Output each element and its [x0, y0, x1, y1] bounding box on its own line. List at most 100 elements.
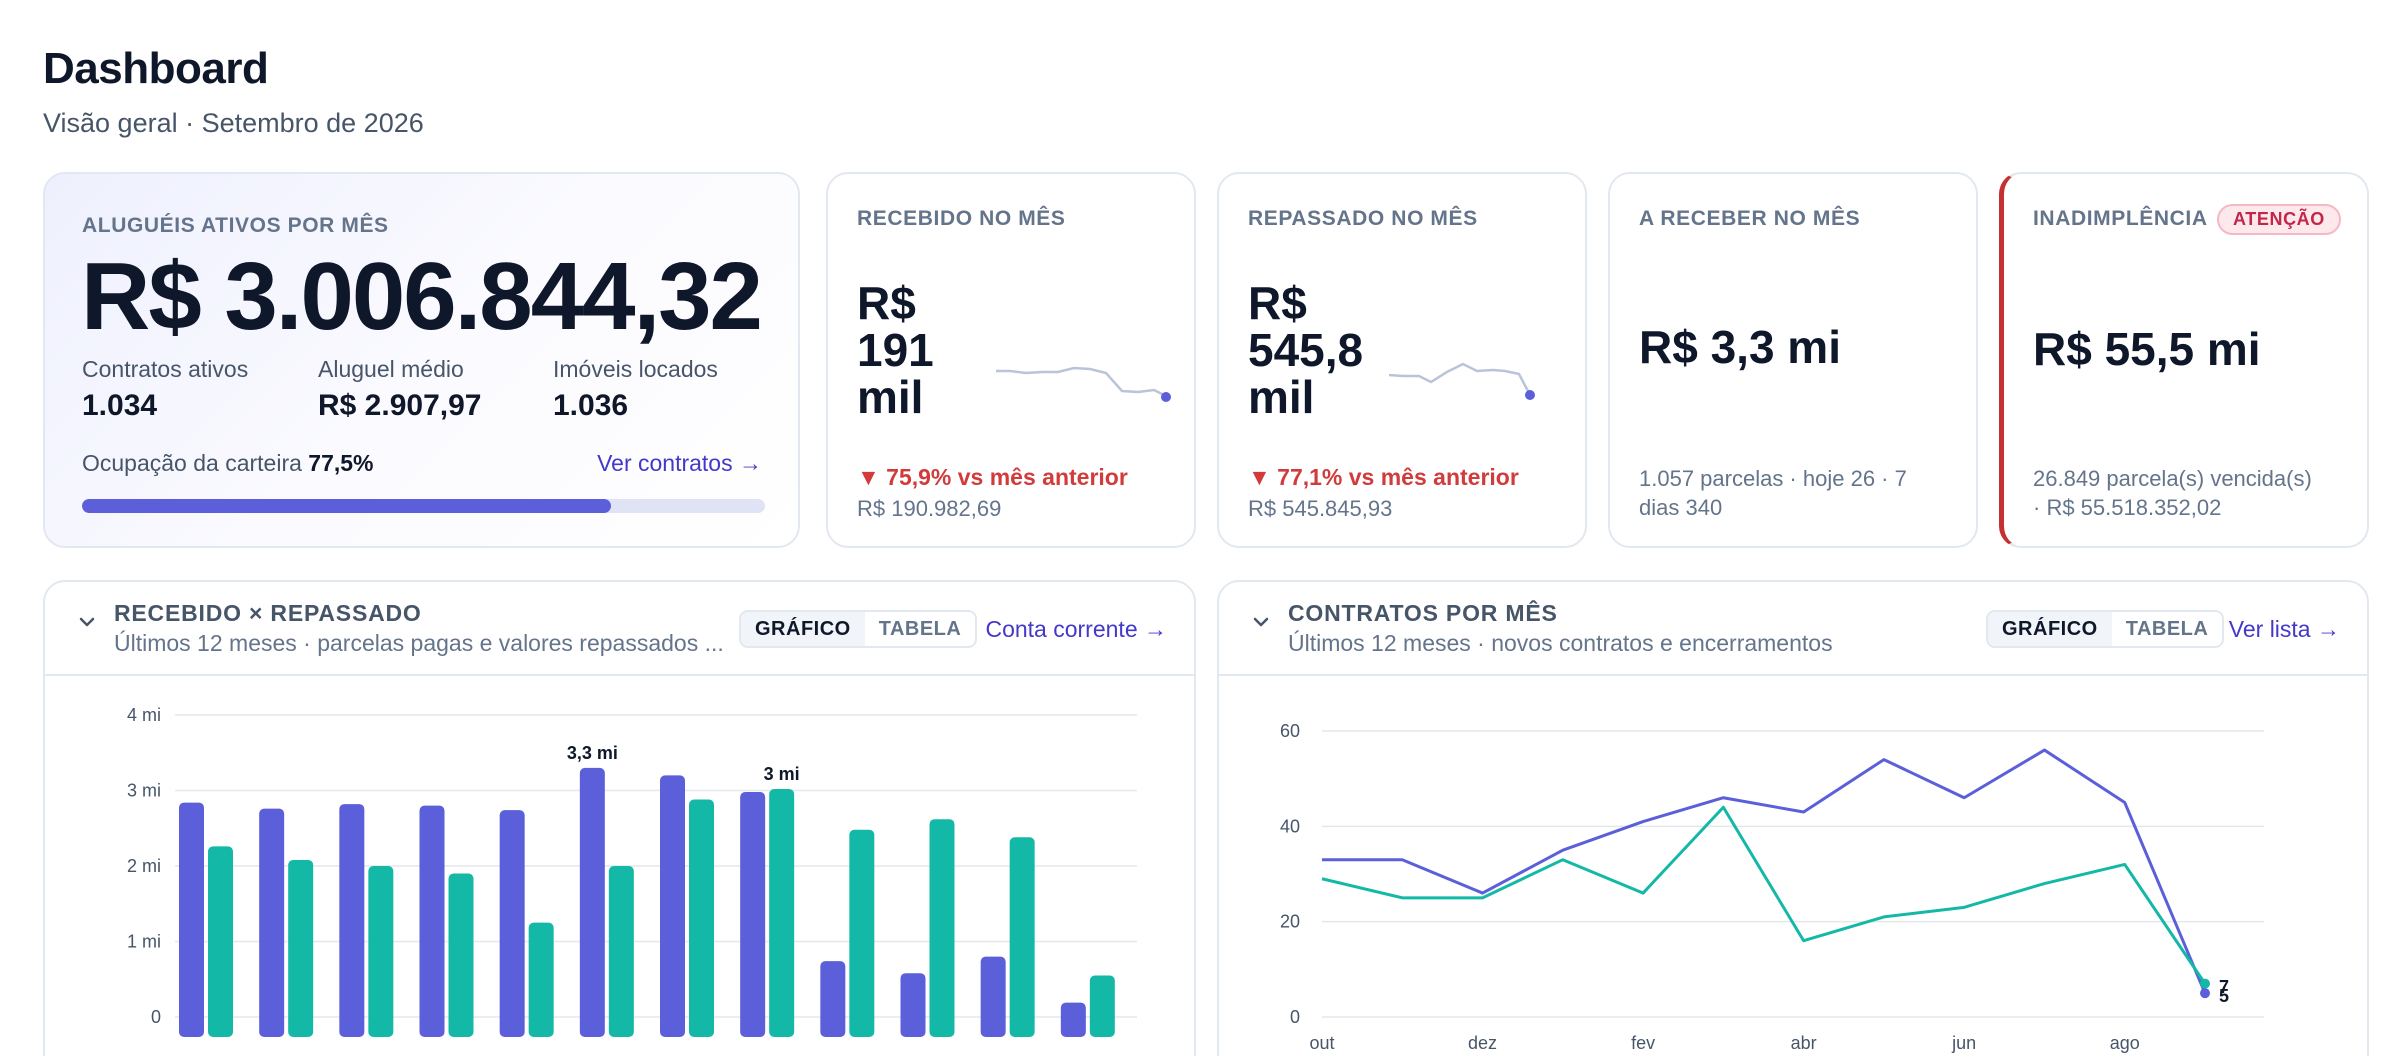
- transferred-month-card: REPASSADO NO MÊS R$ 545,8 mil ▼ 77,1% vs…: [1217, 172, 1587, 548]
- received-month-label: RECEBIDO NO MÊS: [857, 207, 1066, 230]
- bar: [259, 808, 285, 1037]
- detail-line: dias 340: [1639, 495, 1723, 520]
- bar-data-label: 3 mi: [764, 764, 800, 784]
- series-end-dot: [2200, 978, 2210, 989]
- default-details: 26.849 parcela(s) vencida(s) · R$ 55.518…: [2033, 464, 2312, 522]
- panel-title: CONTRATOS POR MÊS: [1288, 600, 1558, 626]
- default-card: INADIMPLÊNCIA ATENÇÃO R$ 55,5 mi 26.849 …: [1999, 172, 2369, 548]
- bar: [929, 819, 955, 1037]
- contracts-per-month-panel: CONTRATOS POR MÊS Últimos 12 meses · nov…: [1217, 580, 2369, 1056]
- panel-title: RECEBIDO × REPASSADO: [114, 600, 422, 626]
- receivable-month-label: A RECEBER NO MÊS: [1639, 207, 1861, 230]
- received-exact-value: R$ 190.982,69: [857, 496, 1002, 521]
- stat-active-contracts: Contratos ativos 1.034: [82, 356, 248, 423]
- x-tick-label: abr: [1791, 1033, 1817, 1053]
- bar: [419, 805, 445, 1037]
- value-line: 545,8: [1248, 324, 1364, 376]
- panel-subtitle: Últimos 12 meses · novos contratos e enc…: [1288, 630, 1833, 656]
- bar: [499, 810, 525, 1037]
- value-line: R$: [857, 277, 916, 329]
- bar: [288, 859, 314, 1037]
- tab-table[interactable]: TABELA: [864, 612, 976, 646]
- series-line: [1322, 748, 2207, 994]
- tab-chart[interactable]: GRÁFICO: [741, 612, 865, 646]
- bar: [608, 866, 634, 1037]
- bar: [579, 767, 605, 1037]
- current-account-link[interactable]: Conta corrente →: [985, 616, 1167, 642]
- stat-label: Contratos ativos: [82, 356, 249, 382]
- bar: [208, 846, 233, 1037]
- rent-summary-card: ALUGUÉIS ATIVOS POR MÊS R$ 3.006.844,32 …: [43, 172, 800, 548]
- x-tick-label: fev: [1631, 1033, 1655, 1053]
- chevron-down-icon[interactable]: [77, 612, 97, 632]
- y-tick-label: 0: [151, 1007, 161, 1027]
- stat-label: Imóveis locados: [553, 356, 718, 382]
- value-line: R$: [1248, 277, 1307, 329]
- occupancy-text: Ocupação da carteira 77,5%: [82, 450, 374, 477]
- bar: [179, 802, 204, 1037]
- attention-badge: ATENÇÃO: [2217, 204, 2341, 235]
- stat-value: 1.036: [553, 389, 629, 422]
- rent-summary-label: ALUGUÉIS ATIVOS POR MÊS: [82, 214, 389, 237]
- occupancy-value: 77,5%: [308, 450, 374, 476]
- chevron-down-icon[interactable]: [1251, 612, 1271, 632]
- transferred-delta: ▼ 77,1% vs mês anterior: [1248, 464, 1519, 490]
- y-tick-label: 1 mi: [127, 932, 161, 952]
- received-month-value: R$ 191 mil: [857, 280, 934, 421]
- bar: [740, 792, 766, 1037]
- receivable-month-value: R$ 3,3 mi: [1639, 321, 1841, 373]
- stat-value: 1.034: [82, 389, 158, 422]
- bar: [820, 961, 846, 1037]
- page-title: Dashboard: [43, 44, 269, 93]
- bar: [1060, 1002, 1086, 1037]
- default-label: INADIMPLÊNCIA: [2033, 207, 2208, 230]
- tab-table[interactable]: TABELA: [2111, 612, 2223, 646]
- x-tick-label: jun: [1951, 1033, 1976, 1053]
- received-month-card: RECEBIDO NO MÊS R$ 191 mil ▼ 75,9% vs mê…: [826, 172, 1196, 548]
- received-delta: ▼ 75,9% vs mês anterior: [857, 464, 1128, 490]
- stat-rented-properties: Imóveis locados 1.036: [553, 356, 718, 423]
- sparkline-end-dot: [1525, 390, 1535, 400]
- view-toggle: GRÁFICO TABELA: [739, 610, 978, 648]
- transferred-month-value: R$ 545,8 mil: [1248, 280, 1363, 421]
- x-tick-label: ago: [2110, 1033, 2140, 1053]
- bar: [368, 866, 394, 1037]
- bar-data-label: 3,3 mi: [567, 743, 618, 763]
- x-tick-label: dez: [1468, 1033, 1497, 1053]
- bar: [660, 775, 685, 1037]
- x-tick-label: out: [1309, 1033, 1334, 1053]
- series-end-label: 7: [2219, 977, 2229, 997]
- y-tick-label: 3 mi: [127, 781, 161, 801]
- transferred-sparkline: [1389, 362, 1535, 400]
- view-list-link[interactable]: Ver lista →: [2228, 616, 2340, 642]
- view-contracts-link[interactable]: Ver contratos →: [597, 450, 762, 476]
- series-line: [1321, 805, 2207, 985]
- view-toggle: GRÁFICO TABELA: [1986, 610, 2225, 648]
- occupancy-progress-bar: [82, 499, 765, 513]
- default-value: R$ 55,5 mi: [2033, 323, 2261, 375]
- occupancy-label: Ocupação da carteira: [82, 450, 302, 476]
- series-end-label: 5: [2219, 986, 2229, 1006]
- received-vs-transferred-panel: RECEBIDO × REPASSADO Últimos 12 meses · …: [43, 580, 1196, 1056]
- receivable-month-card: A RECEBER NO MÊS R$ 3,3 mi 1.057 parcela…: [1608, 172, 1978, 548]
- panel-header: CONTRATOS POR MÊS Últimos 12 meses · nov…: [1219, 582, 2367, 676]
- received-sparkline: [996, 366, 1171, 402]
- bar-chart: 0 1 mi 2 mi 3 mi 4 mi 3,3 mi 3 mi: [127, 705, 1137, 1037]
- value-line: 191: [857, 324, 934, 376]
- y-tick-label: 2 mi: [127, 856, 161, 876]
- panel-header: RECEBIDO × REPASSADO Últimos 12 meses · …: [45, 582, 1194, 676]
- bar: [339, 804, 365, 1037]
- transferred-month-label: REPASSADO NO MÊS: [1248, 207, 1478, 230]
- y-tick-label: 0: [1290, 1007, 1300, 1027]
- bar: [448, 873, 474, 1037]
- stat-label: Aluguel médio: [318, 356, 464, 382]
- transferred-exact-value: R$ 545.845,93: [1248, 496, 1393, 521]
- detail-line: 26.849 parcela(s) vencida(s): [2033, 466, 2312, 491]
- bar: [528, 922, 554, 1037]
- y-tick-label: 40: [1280, 816, 1300, 836]
- bar: [1089, 975, 1115, 1037]
- value-line: mil: [1248, 371, 1315, 423]
- line-chart: 0 20 40 60 out dez fev abr jun ago 75: [1280, 721, 2264, 1053]
- bar: [689, 799, 714, 1037]
- tab-chart[interactable]: GRÁFICO: [1988, 612, 2112, 646]
